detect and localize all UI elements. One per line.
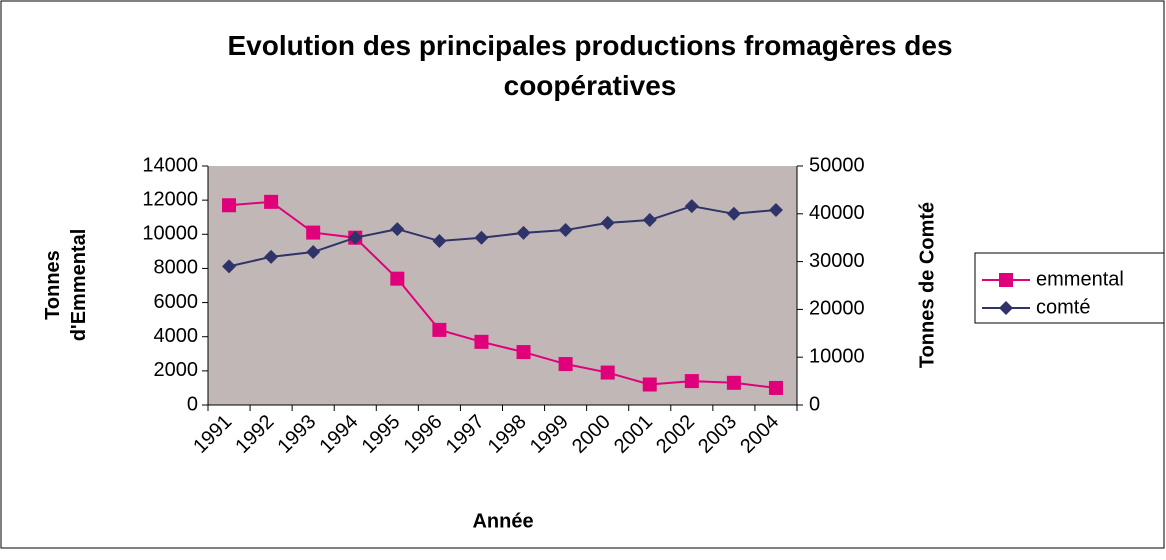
point (600, 215, 615, 230)
point (726, 375, 741, 390)
y2-tick-label: 20000 (809, 298, 865, 320)
plot-area (208, 166, 797, 405)
point (768, 202, 783, 217)
point (558, 357, 573, 372)
point (264, 249, 279, 264)
y-tick-label: 4000 (154, 325, 199, 347)
y2-tick-label: 0 (809, 393, 820, 415)
y2-tick-label: 50000 (809, 154, 865, 176)
legend-marker (999, 301, 1013, 315)
point (390, 222, 405, 237)
point (600, 365, 615, 380)
point (432, 234, 447, 249)
point (516, 225, 531, 240)
series-line (228, 205, 777, 268)
legend-label: emmental (1036, 268, 1124, 290)
legend-label: comté (1036, 296, 1090, 318)
y2-tick-label: 40000 (809, 202, 865, 224)
point (684, 374, 699, 389)
y-tick-label: 10000 (142, 223, 198, 245)
point (306, 245, 321, 260)
point (642, 213, 657, 228)
y-tick-label: 6000 (154, 291, 199, 313)
point (474, 334, 489, 349)
x-axis-label: Année (472, 510, 533, 532)
point (516, 345, 531, 360)
point (768, 380, 783, 395)
point (474, 230, 489, 245)
point (348, 230, 363, 245)
point (726, 206, 741, 221)
point (264, 194, 279, 209)
y2-tick-label: 30000 (809, 250, 865, 272)
y-tick-label: 2000 (154, 359, 199, 381)
series-line (228, 200, 777, 389)
point (558, 223, 573, 238)
y-axis-label: Tonnes d'Emmental (42, 228, 90, 342)
chart-title: Evolution des principales productions fr… (227, 30, 953, 101)
point (222, 259, 237, 274)
y-tick-label: 12000 (142, 188, 198, 210)
point (432, 322, 447, 337)
y-tick-label: 0 (187, 393, 198, 415)
point (222, 198, 237, 213)
legend-marker (999, 273, 1013, 287)
point (306, 225, 321, 240)
point (642, 377, 657, 392)
y2-tick-label: 10000 (809, 345, 865, 367)
y2-axis-label: Tonnes de Comté (916, 202, 938, 368)
point (390, 271, 405, 286)
y-tick-label: 14000 (142, 154, 198, 176)
point (684, 199, 699, 214)
y-tick-label: 8000 (154, 257, 199, 279)
